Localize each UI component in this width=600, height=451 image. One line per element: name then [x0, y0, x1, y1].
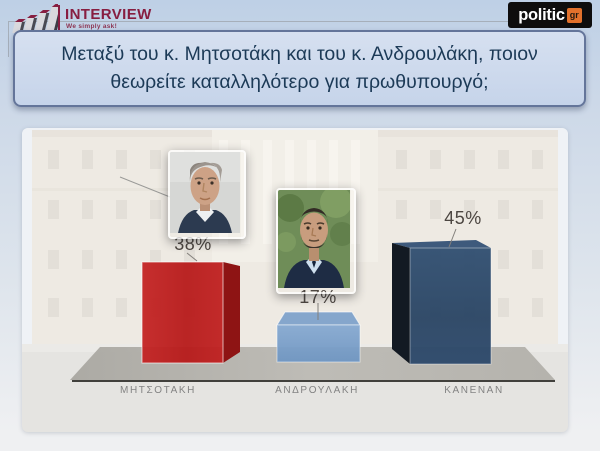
politic-logo: politic gr — [508, 2, 592, 28]
category-label-kanenan: ΚΑΝΕΝΑΝ — [444, 385, 504, 396]
value-label-kanenan: 45% — [444, 208, 482, 228]
interview-logo: INTERVIEW We simply ask! — [6, 1, 236, 35]
interview-logo-title: INTERVIEW — [65, 6, 152, 23]
politic-logo-gr-badge: gr — [566, 7, 582, 23]
logo-separator — [58, 5, 60, 32]
question-banner: Μεταξύ του κ. Μητσοτάκη και του κ. Ανδρο… — [13, 30, 586, 107]
question-line-1: Μεταξύ του κ. Μητσοτάκη και του κ. Ανδρο… — [61, 42, 538, 65]
mitsotakis-photo — [168, 150, 246, 239]
header-rule-horizontal — [8, 21, 510, 22]
politic-logo-name: politic — [518, 5, 565, 24]
leader-line-45 — [448, 228, 457, 248]
question-line-2: θεωρείτε καταλληλότερο για πρωθυπουργό; — [110, 70, 489, 93]
value-label-mitsotakis: 38% — [174, 234, 212, 254]
bar-mitsotakis — [141, 261, 240, 364]
bar-kanenan — [392, 240, 492, 365]
category-label-mitsotakis: ΜΗΤΣΟΤΑΚΗ — [120, 385, 196, 396]
photo-callout-line — [119, 176, 171, 198]
category-label-androulakis: ΑΝΔΡΟΥΛΑΚΗ — [275, 385, 359, 396]
interview-logo-tagline: We simply ask! — [66, 23, 118, 30]
androulakis-photo — [276, 188, 356, 294]
header-rule-vertical — [8, 21, 9, 57]
leader-line-38 — [186, 252, 198, 262]
